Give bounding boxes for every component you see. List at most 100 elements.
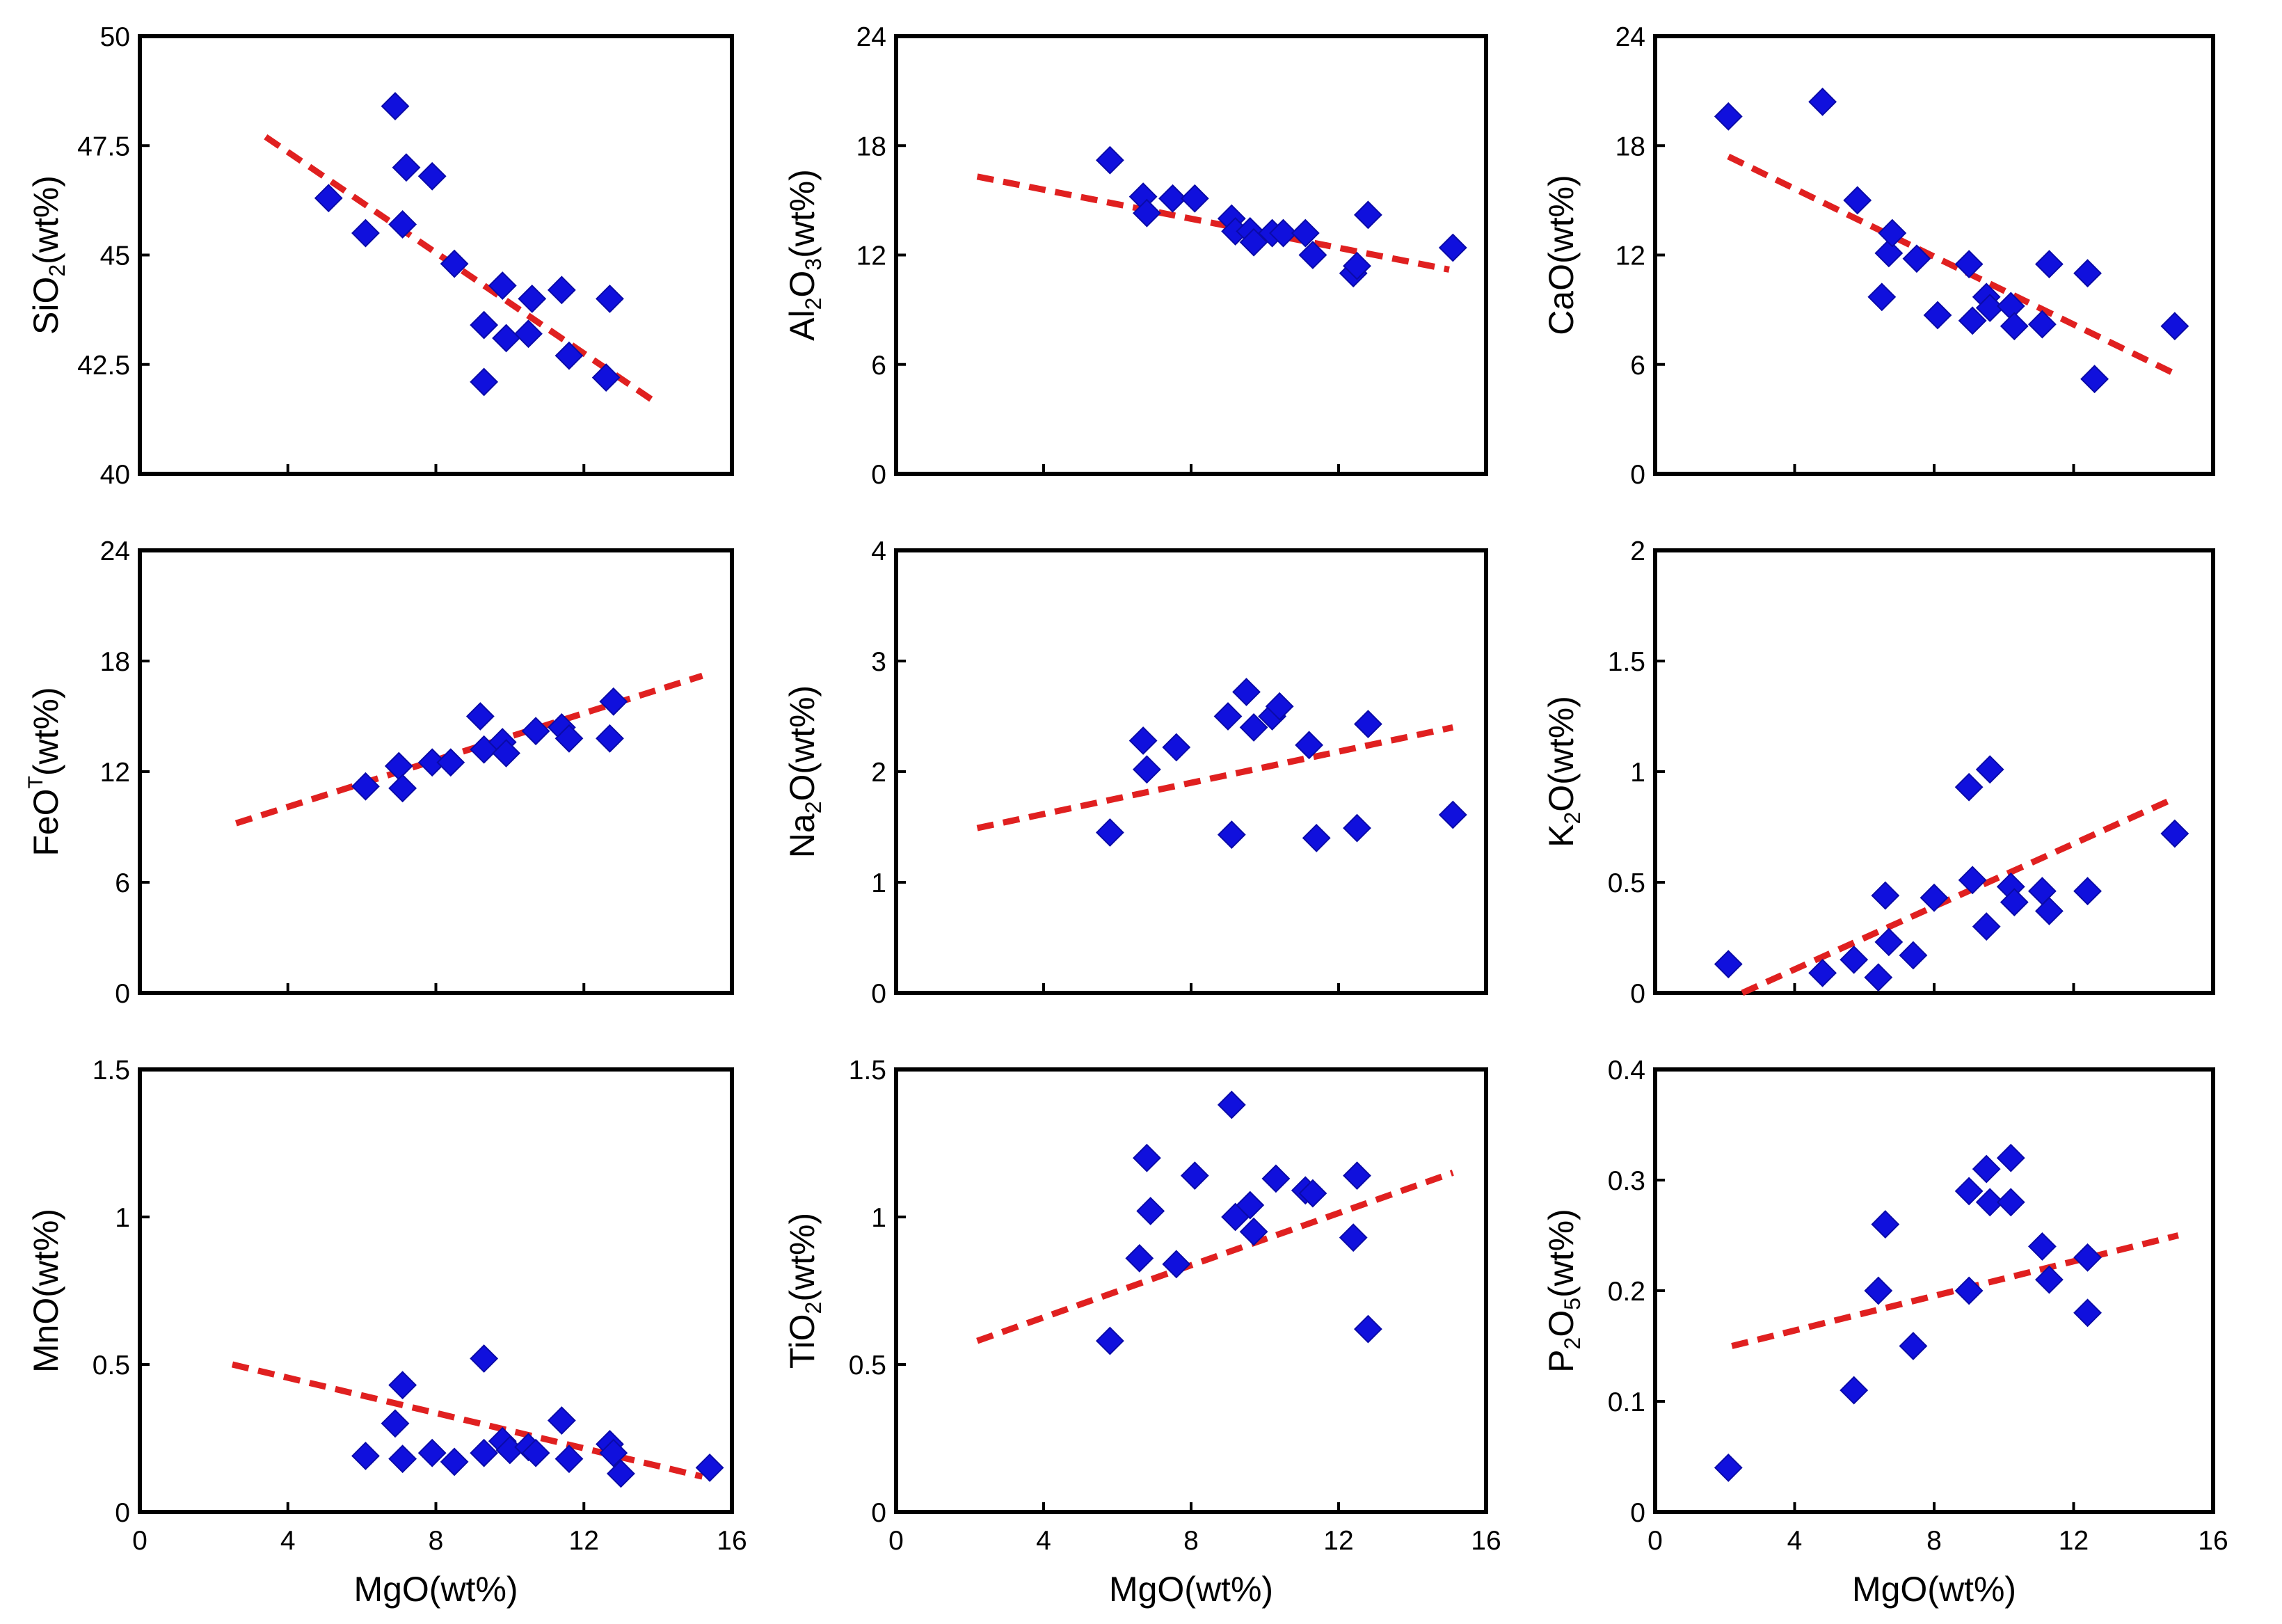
x-tick-label: 4: [1787, 1526, 1803, 1556]
data-point: [514, 319, 543, 349]
data-point: [596, 724, 624, 753]
data-point: [392, 153, 421, 182]
data-point: [1239, 713, 1268, 742]
y-tick-label: 0: [871, 979, 886, 1009]
y-axis-title-part: 2: [1560, 1337, 1585, 1350]
data-point: [1438, 233, 1467, 262]
data-point: [1125, 1243, 1154, 1273]
data-point: [1871, 1210, 1900, 1239]
y-tick-label: 6: [1630, 351, 1645, 381]
y-tick-label: 0: [1630, 979, 1645, 1009]
y-tick-label: 3: [871, 647, 886, 677]
plot-frame: [894, 1067, 1488, 1514]
y-axis-title-part: (wt%): [26, 687, 65, 776]
y-tick-label: 18: [856, 132, 886, 161]
data-point: [1269, 218, 1298, 248]
data-point: [2073, 1298, 2102, 1328]
data-point: [470, 1344, 499, 1373]
data-point: [1343, 813, 1371, 843]
y-tick-label: 2: [1630, 536, 1645, 566]
data-point: [1954, 250, 1984, 279]
data-point: [1975, 755, 2004, 784]
data-point: [381, 1409, 410, 1438]
data-point: [388, 1444, 417, 1474]
data-point: [1158, 184, 1187, 213]
data-point: [2160, 819, 2189, 848]
data-point: [1840, 945, 1869, 974]
data-point: [381, 92, 410, 121]
data-point: [388, 1371, 417, 1400]
data-point: [492, 324, 520, 353]
x-tick-label: 4: [1036, 1526, 1051, 1556]
data-point: [607, 1459, 635, 1488]
data-point: [314, 184, 343, 213]
data-point: [518, 284, 547, 313]
y-axis-title: Al2O3(wt%): [783, 169, 826, 341]
data-point: [1923, 301, 1952, 330]
y-tick-label: 42.5: [77, 351, 130, 381]
x-tick-label: 8: [429, 1526, 444, 1556]
data-point: [436, 748, 465, 777]
data-point: [1339, 1223, 1368, 1252]
data-point: [2034, 1265, 2064, 1294]
plot-frame: [138, 34, 734, 476]
y-tick-label: 50: [100, 22, 130, 52]
y-tick-label: 0.5: [849, 1351, 886, 1380]
panel-mno: 0 0.5 1 1.5 0 4 8 12 16 MgO(wt%) MnO(wt%): [26, 1056, 747, 1609]
x-axis-title: MgO(wt%): [353, 1570, 518, 1609]
y-axis-title-part: CaO(wt%): [1542, 175, 1581, 335]
data-point: [1132, 1143, 1161, 1172]
data-point: [2000, 888, 2029, 917]
y-tick-label: 12: [1615, 241, 1645, 271]
y-axis-title-part: FeO: [26, 788, 65, 856]
data-point: [440, 249, 469, 278]
data-point: [1975, 294, 2004, 322]
data-point: [2027, 1232, 2057, 1261]
panel-al2o3: 0 6 12 18 24 Al2O3(wt%): [783, 22, 1488, 490]
data-point: [465, 702, 495, 731]
data-point: [599, 687, 628, 716]
data-point: [1353, 200, 1382, 230]
data-point: [388, 774, 417, 803]
data-point: [2027, 310, 2057, 339]
data-point: [1954, 1177, 1984, 1206]
trend-line: [231, 1361, 703, 1480]
x-axis-title: MgO(wt%): [1852, 1570, 2016, 1609]
trend-line: [976, 173, 1450, 273]
data-point: [440, 1447, 469, 1476]
trend-line: [1731, 1232, 2179, 1349]
y-tick-label: 1.5: [93, 1056, 130, 1085]
y-tick-label: 40: [100, 460, 130, 490]
y-axis-title: MnO(wt%): [26, 1209, 65, 1373]
y-tick-label: 1: [1630, 758, 1645, 788]
trend-line: [976, 1170, 1454, 1344]
data-point: [1996, 1188, 2025, 1217]
y-tick-label: 2: [871, 758, 886, 788]
data-point: [695, 1453, 724, 1482]
data-point: [1217, 1090, 1246, 1120]
y-axis-title-part: Na: [783, 813, 822, 858]
y-axis-title-part: Al: [783, 310, 822, 340]
data-point: [1808, 958, 1837, 987]
data-point: [591, 363, 621, 392]
y-tick-label: 24: [1615, 22, 1645, 52]
data-point: [1298, 1179, 1327, 1208]
data-point: [488, 271, 517, 300]
data-point: [1298, 241, 1327, 269]
data-point: [1958, 306, 1987, 335]
data-point: [1954, 1276, 1984, 1305]
data-point: [1958, 866, 1987, 895]
y-tick-label: 0.4: [1608, 1056, 1645, 1085]
x-tick-label: 16: [1471, 1526, 1501, 1556]
data-point: [554, 1444, 584, 1474]
data-point: [417, 1438, 447, 1467]
y-axis-title-part: 5: [1560, 1298, 1585, 1310]
data-point: [417, 161, 447, 191]
data-point: [2073, 259, 2102, 288]
y-tick-label: 0: [115, 1498, 130, 1528]
y-axis-title-part: O(wt%): [783, 685, 822, 802]
data-point: [1132, 198, 1161, 228]
data-point: [1902, 244, 1931, 273]
y-tick-label: 0.5: [1608, 868, 1645, 898]
